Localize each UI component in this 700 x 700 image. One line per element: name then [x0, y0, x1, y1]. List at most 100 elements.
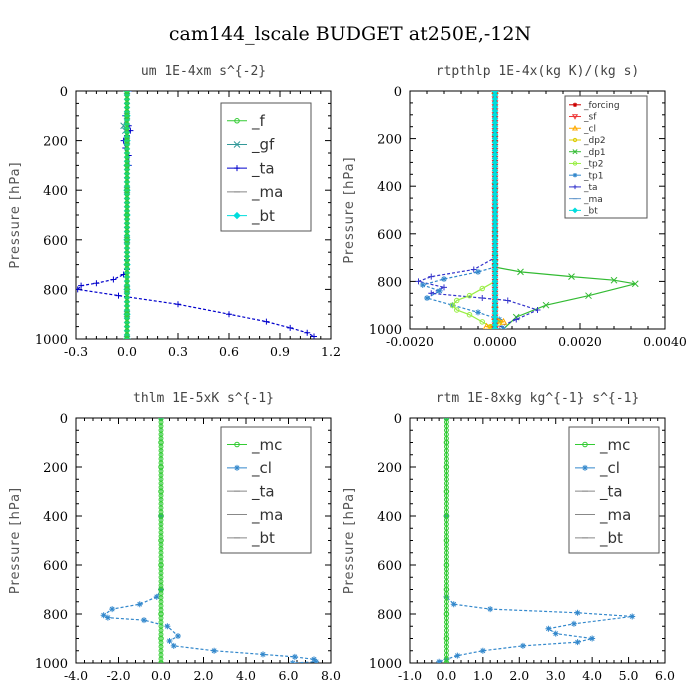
y-tick-label: 800: [43, 283, 68, 298]
data-point-tp2: [479, 285, 485, 292]
y-tick-label: 400: [377, 510, 402, 525]
data-point-cl: [104, 614, 111, 621]
data-point-dp1: [610, 276, 618, 284]
data-point-dp1: [517, 268, 524, 276]
x-tick-label: 0.0040: [643, 334, 687, 349]
data-point-cl: [545, 625, 552, 632]
legend-marker-mc: [582, 441, 588, 448]
legend-box: [568, 426, 660, 554]
x-tick-label: 0.0: [117, 344, 137, 359]
data-point-tp1: [436, 287, 443, 294]
x-tick-label: 3.0: [546, 668, 566, 683]
data-point-ta: [115, 292, 122, 299]
data-point-cl: [629, 613, 636, 620]
legend: _forcing _sf_cl _dp2 _dp1 _tp2_tp1 _ta _ma _bt: [564, 95, 648, 219]
legend-box: [220, 426, 312, 554]
y-tick-label: 1000: [35, 657, 68, 672]
data-point-dp1: [585, 292, 592, 300]
y-tick-label: 600: [377, 559, 402, 574]
figure-title: cam144_lscale BUDGET at250E,-12N: [169, 23, 531, 45]
legend-label: _mc: [251, 436, 282, 455]
data-point-cl: [570, 620, 577, 627]
x-tick-label: 0.0020: [558, 334, 602, 349]
data-point-f: [124, 336, 130, 339]
x-tick-label: -0.0020: [386, 334, 434, 349]
legend-label: _cl: [583, 124, 596, 134]
panel-title: um 1E-4xm s^{-2}: [141, 64, 266, 79]
data-point-ta: [263, 318, 270, 325]
data-point-cl: [552, 630, 559, 637]
data-point-ta: [93, 280, 100, 287]
x-tick-label: 1.0: [473, 668, 493, 683]
data-point-dp1: [568, 273, 575, 280]
data-point-ta: [78, 282, 85, 289]
data-point-tp2: [479, 319, 485, 325]
x-tick-label: 0.9: [270, 344, 290, 359]
legend-marker-tp1: [572, 172, 578, 178]
legend-label: _bt: [251, 207, 275, 226]
legend-label: _bt: [599, 529, 623, 548]
legend-label: _ta: [583, 183, 598, 193]
data-point-tp1: [475, 268, 481, 275]
data-point-cl: [175, 633, 181, 640]
chart-panel-3: thlm 1E-5xK s^{-1} Pressure [hPa] -4.0 -2.0…: [8, 391, 341, 683]
x-tick-label: 2.0: [194, 668, 214, 683]
legend-marker-f: [234, 118, 240, 124]
data-point-cl: [450, 601, 457, 608]
data-point-ta: [479, 295, 486, 302]
data-point-ta: [504, 297, 511, 304]
data-point-dp1: [542, 301, 550, 309]
x-tick-label: 0.6: [219, 344, 239, 359]
legend-marker-bt: [572, 207, 578, 214]
x-tick-label: 6.0: [279, 668, 299, 683]
y-tick-label: 400: [43, 184, 68, 199]
series-group: [415, 91, 639, 329]
data-point-cl: [436, 658, 443, 663]
x-tick-label: 0.0: [151, 668, 171, 683]
data-point-gf: [123, 91, 131, 95]
legend-label: _cl: [251, 459, 272, 478]
y-tick-label: 200: [43, 135, 68, 150]
y-tick-label: 400: [43, 510, 68, 525]
legend-label: _tp1: [583, 171, 603, 181]
legend-marker-forcing: [572, 102, 578, 107]
data-point-tp2: [449, 302, 456, 308]
legend-label: _mc: [599, 436, 630, 455]
y-tick-label: 400: [377, 180, 402, 195]
legend-label: _ma: [599, 506, 631, 525]
x-tick-label: -1.0: [398, 668, 422, 683]
x-tick-label: 0.0000: [473, 334, 517, 349]
legend-label: _forcing: [583, 101, 620, 111]
data-point-bt: [491, 325, 499, 329]
data-point-cl: [100, 612, 107, 619]
data-point-ta: [513, 316, 520, 323]
legend-marker-sf: [571, 114, 579, 120]
x-tick-label: 4.0: [582, 668, 602, 683]
y-tick-label: 1000: [369, 323, 402, 338]
legend-marker-tp2: [572, 161, 578, 166]
legend-label: _sf: [583, 113, 597, 123]
data-point-tp1: [500, 326, 507, 329]
legend: _mc _cl _ta _ma _bt: [220, 426, 312, 554]
legend-label: _ma: [251, 506, 283, 525]
legend-label: _cl: [599, 459, 620, 478]
data-point-cl: [153, 593, 160, 600]
y-tick-label: 200: [377, 133, 402, 148]
y-axis-label: Pressure [hPa]: [342, 156, 357, 263]
chart-panel-4: rtm 1E-8xkg kg^{-1} s^{-1} Pressure [hPa]…: [342, 391, 675, 683]
data-point-cl: [499, 317, 508, 325]
series-line-tp1: [420, 91, 505, 329]
data-point-mc: [443, 660, 449, 663]
legend-marker-mc: [234, 441, 240, 448]
x-tick-label: -2.0: [106, 668, 130, 683]
legend-marker-gf: [233, 141, 241, 148]
y-tick-label: 0: [60, 412, 68, 427]
data-point-tp1: [419, 281, 426, 288]
data-point-ta: [470, 266, 477, 273]
data-point-tp2: [454, 297, 460, 304]
x-tick-label: 2.0: [509, 668, 529, 683]
y-axis-label: Pressure [hPa]: [8, 487, 23, 594]
data-point-ta: [428, 273, 435, 280]
y-tick-label: 600: [377, 228, 402, 243]
y-tick-label: 600: [43, 559, 68, 574]
